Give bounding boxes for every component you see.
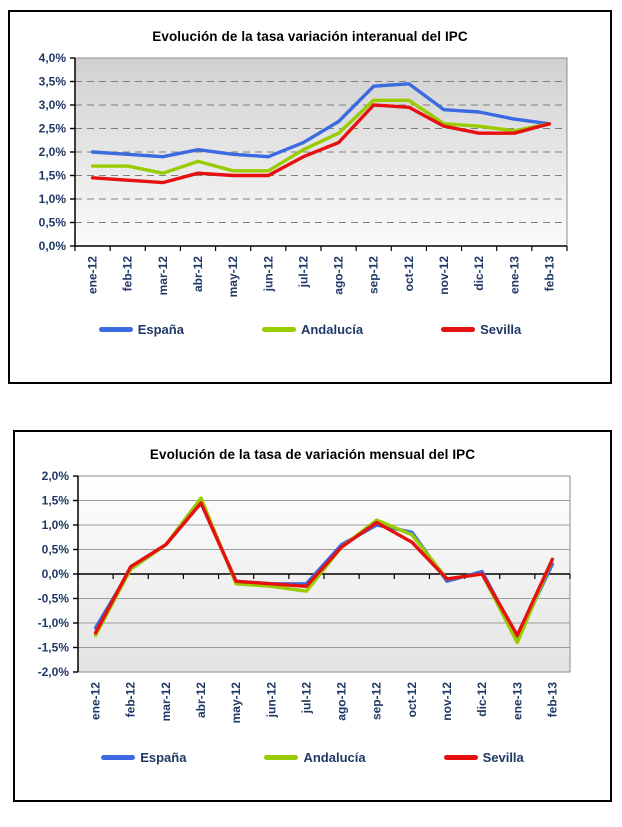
x-tick-label: dic-12 <box>475 682 489 717</box>
x-tick-label: ene-13 <box>510 682 524 720</box>
y-tick-label: 0,0% <box>41 567 69 581</box>
x-tick-label: sep-12 <box>367 256 381 294</box>
y-tick-label: 4,0% <box>39 51 67 65</box>
y-tick-label: 1,0% <box>41 518 69 532</box>
y-tick-label: -1,0% <box>37 616 69 630</box>
x-tick-label: feb-12 <box>121 256 135 292</box>
x-tick-label: jul-12 <box>299 682 313 715</box>
legend-item-andalucía: Andalucía <box>261 322 364 337</box>
series-line-andalucía <box>90 98 552 175</box>
y-tick-label: 2,0% <box>39 145 67 159</box>
x-tick-label: dic-12 <box>472 256 486 291</box>
y-tick-label: 0,0% <box>39 239 67 253</box>
legend-item-españa: España <box>101 750 186 765</box>
legend-label: Sevilla <box>480 322 522 337</box>
legend-line-icon <box>101 755 136 760</box>
legend-line-icon <box>98 327 133 332</box>
x-tick-label: ene-12 <box>86 256 100 294</box>
x-tick-label: ago-12 <box>332 256 346 295</box>
x-tick-label: nov-12 <box>440 682 454 721</box>
legend-line-icon <box>443 755 478 760</box>
y-tick-label: 1,5% <box>39 169 67 183</box>
y-tick-label: 0,5% <box>39 216 67 230</box>
y-tick-label: 2,5% <box>39 122 67 136</box>
y-tick-label: -0,5% <box>37 592 69 606</box>
legend-label: Andalucía <box>303 750 366 765</box>
y-tick-label: 3,5% <box>39 75 67 89</box>
x-tick-label: jun-12 <box>264 682 278 719</box>
y-tick-label: 2,0% <box>41 469 69 483</box>
monthly-ipc-chart: Evolución de la tasa de variación mensua… <box>13 430 612 802</box>
x-tick-label: ago-12 <box>334 682 348 721</box>
y-tick-label: -2,0% <box>37 665 69 679</box>
legend-label: España <box>137 322 184 337</box>
y-tick-label: 1,0% <box>39 192 67 206</box>
x-tick-label: oct-12 <box>402 256 416 292</box>
legend-label: Sevilla <box>482 750 524 765</box>
chart-title: Evolución de la tasa de variación mensua… <box>149 447 476 462</box>
interannual-ipc-plot: 0,0% 0,5% 1,0% 1,5% 2,0% 2,5% 3,0% 3,5% 4,0% ene-… <box>39 51 568 298</box>
x-tick-label: oct-12 <box>404 682 418 718</box>
chart-legend: España Andalucía Sevilla <box>15 750 610 765</box>
y-tick-label: 0,5% <box>41 543 69 557</box>
x-tick-label: sep-12 <box>369 682 383 720</box>
chart-title: Evolución de la tasa variación interanua… <box>152 29 468 44</box>
y-tick-label: -1,5% <box>37 641 69 655</box>
x-tick-label: feb-13 <box>545 682 559 718</box>
legend-item-españa: España <box>98 322 184 337</box>
legend-item-andalucía: Andalucía <box>264 750 366 765</box>
x-tick-label: mar-12 <box>158 682 172 722</box>
x-tick-label: ene-13 <box>507 256 521 294</box>
legend-item-sevilla: Sevilla <box>441 322 521 337</box>
x-tick-label: nov-12 <box>437 256 451 295</box>
x-tick-label: may-12 <box>229 682 243 724</box>
x-tick-label: mar-12 <box>156 256 170 296</box>
chart-legend: España Andalucía Sevilla <box>10 322 610 337</box>
series-line-españa <box>90 82 552 159</box>
legend-label: España <box>140 750 187 765</box>
monthly-ipc-plot: -2,0% -1,5% -1,0% -0,5% 0,0% 0,5% 1,0% 1,5% 2,0%… <box>37 469 571 724</box>
series-line-sevilla <box>90 103 552 185</box>
x-tick-label: feb-13 <box>542 256 556 292</box>
y-tick-label: 1,5% <box>41 494 69 508</box>
interannual-ipc-chart: Evolución de la tasa variación interanua… <box>8 10 612 384</box>
x-tick-label: jul-12 <box>296 256 310 289</box>
x-tick-label: abr-12 <box>194 682 208 718</box>
series-line-sevilla <box>93 501 554 638</box>
x-tick-label: ene-12 <box>88 682 102 720</box>
legend-line-icon <box>264 755 299 760</box>
x-tick-label: abr-12 <box>191 256 205 292</box>
legend-item-sevilla: Sevilla <box>443 750 524 765</box>
y-tick-label: 3,0% <box>39 98 67 112</box>
legend-line-icon <box>441 327 476 332</box>
x-tick-label: jun-12 <box>261 256 275 293</box>
legend-line-icon <box>261 327 296 332</box>
legend-label: Andalucía <box>300 322 364 337</box>
x-tick-label: may-12 <box>226 256 240 298</box>
x-tick-label: feb-12 <box>123 682 137 718</box>
